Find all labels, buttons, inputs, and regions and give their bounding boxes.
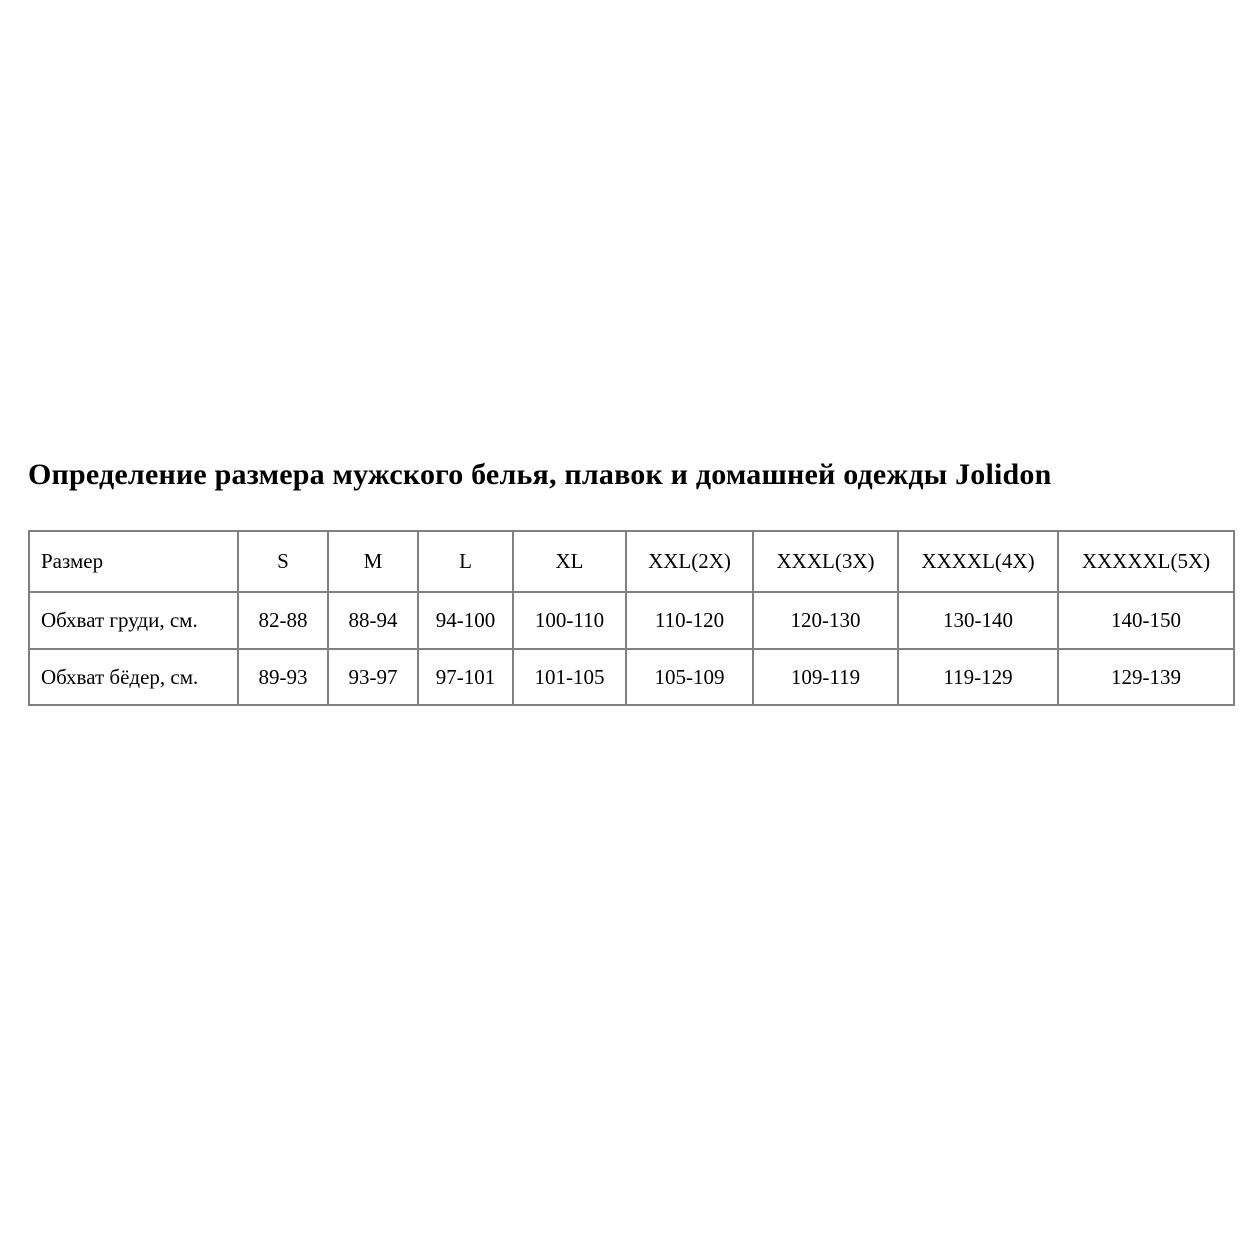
table-header-row: Размер S M L XL XXL(2X) XXXL(3X) XXXXL(4… — [28, 530, 1235, 593]
cell-value: 97-101 — [417, 648, 514, 706]
column-header-xxl: XXL(2X) — [625, 530, 754, 593]
cell-value: 100-110 — [512, 591, 627, 650]
column-header-xl: XL — [512, 530, 627, 593]
table-row-chest: Обхват груди, см. 82-88 88-94 94-100 100… — [28, 591, 1235, 650]
cell-value: 109-119 — [752, 648, 899, 706]
column-header-xxxxxl: XXXXXL(5X) — [1057, 530, 1235, 593]
size-chart-table: Размер S M L XL XXL(2X) XXXL(3X) XXXXL(4… — [28, 530, 1235, 706]
cell-value: 88-94 — [327, 591, 419, 650]
column-header-size: Размер — [28, 530, 239, 593]
row-label-hips: Обхват бёдер, см. — [28, 648, 239, 706]
cell-value: 120-130 — [752, 591, 899, 650]
cell-value: 119-129 — [897, 648, 1059, 706]
table-row-hips: Обхват бёдер, см. 89-93 93-97 97-101 101… — [28, 648, 1235, 706]
cell-value: 82-88 — [237, 591, 329, 650]
cell-value: 110-120 — [625, 591, 754, 650]
cell-value: 105-109 — [625, 648, 754, 706]
page-title: Определение размера мужского белья, плав… — [28, 458, 1052, 491]
row-label-chest: Обхват груди, см. — [28, 591, 239, 650]
cell-value: 130-140 — [897, 591, 1059, 650]
cell-value: 101-105 — [512, 648, 627, 706]
cell-value: 94-100 — [417, 591, 514, 650]
column-header-l: L — [417, 530, 514, 593]
column-header-xxxl: XXXL(3X) — [752, 530, 899, 593]
cell-value: 140-150 — [1057, 591, 1235, 650]
cell-value: 129-139 — [1057, 648, 1235, 706]
column-header-xxxxl: XXXXL(4X) — [897, 530, 1059, 593]
cell-value: 89-93 — [237, 648, 329, 706]
column-header-m: M — [327, 530, 419, 593]
cell-value: 93-97 — [327, 648, 419, 706]
column-header-s: S — [237, 530, 329, 593]
